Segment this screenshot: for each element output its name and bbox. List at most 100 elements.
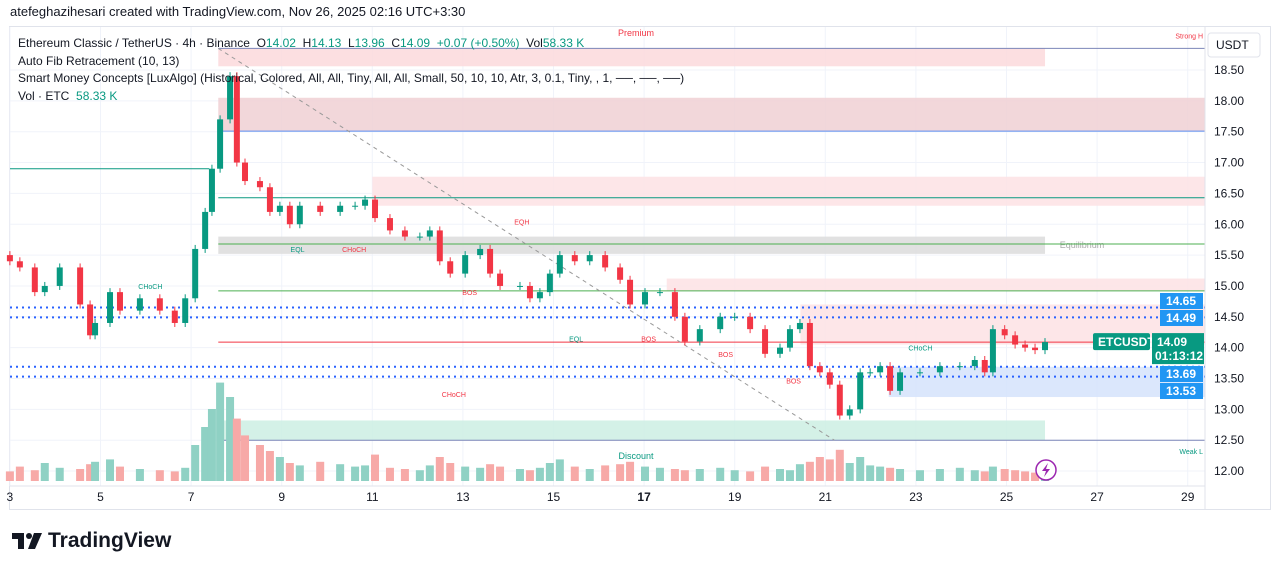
discount-zone <box>218 420 1046 441</box>
volume-bar <box>845 463 854 481</box>
candles <box>6 72 1049 420</box>
price-tick: 14.00 <box>1214 341 1244 355</box>
candle-body <box>806 322 813 367</box>
tradingview-logo[interactable]: TradingView <box>12 529 171 553</box>
candle-body <box>362 199 369 206</box>
volume-bar <box>776 469 784 481</box>
premium-zone-label: Premium <box>618 28 654 38</box>
price-tick: 17.00 <box>1214 156 1244 170</box>
candle-body <box>816 366 823 373</box>
volume-bar <box>316 461 325 481</box>
indicator-volume-label: Vol · ETC <box>18 88 70 103</box>
candle-body <box>1012 335 1019 345</box>
smc-label: EQL <box>291 247 305 254</box>
volume-bar <box>265 451 274 481</box>
candle-body <box>6 255 13 262</box>
price-tag: 14.65 <box>1166 294 1196 308</box>
time-tick: 15 <box>547 490 561 504</box>
candle-body <box>192 248 199 299</box>
volume-bar <box>400 469 409 481</box>
vol-value: 58.33 K <box>542 36 585 50</box>
volume-bar <box>5 471 14 481</box>
volume-bar <box>716 467 725 481</box>
indicator-volume[interactable]: Vol · ETC 58.33 K <box>18 88 684 106</box>
volume-bar <box>988 466 997 481</box>
last-price: 14.09 <box>1157 335 1187 349</box>
volume-bar <box>496 466 505 481</box>
candle-body <box>256 181 263 188</box>
price-tick: 14.50 <box>1214 310 1244 324</box>
time-tick: 27 <box>1090 490 1104 504</box>
candle-body <box>936 366 943 373</box>
volume-bar <box>181 467 190 481</box>
price-tick: 15.00 <box>1214 279 1244 293</box>
change-value: +0.07 (+0.50%) <box>436 36 520 50</box>
symbol-tag-bg <box>1093 333 1150 351</box>
candle-body <box>642 292 649 305</box>
smc-label: BOS <box>462 290 477 297</box>
volume-bar <box>255 445 264 481</box>
volume-bar <box>935 469 944 481</box>
volume-bar <box>886 467 895 481</box>
time-tick: 5 <box>97 490 104 504</box>
symbol-tag: ETCUSDT <box>1098 335 1155 349</box>
bar-countdown: 01:13:12 <box>1155 349 1203 363</box>
smc-label: EQH <box>514 219 529 226</box>
indicator-fib[interactable]: Auto Fib Retracement (10, 13) <box>18 53 180 68</box>
volume-bar <box>191 445 200 481</box>
symbol-name[interactable]: Ethereum Classic / TetherUS · 4h · Binan… <box>18 36 250 50</box>
price-tag-bg <box>1160 366 1203 382</box>
candle-body <box>731 316 738 318</box>
volume-bar <box>115 466 124 481</box>
candle-body <box>92 322 99 336</box>
currency-button[interactable] <box>1207 32 1261 58</box>
candle-body <box>462 255 469 274</box>
volume-bar <box>955 467 964 481</box>
indicator-smc[interactable]: Smart Money Concepts [LuxAlgo] (Historic… <box>18 71 685 85</box>
candle-body <box>971 359 978 367</box>
volume-bars <box>5 382 1050 481</box>
time-tick: 23 <box>909 490 923 504</box>
volume-bar <box>856 457 865 481</box>
lightning-icon[interactable] <box>1035 459 1057 481</box>
smc-label: BOS <box>786 378 801 385</box>
volume-bar <box>476 467 485 481</box>
candle-body <box>796 322 803 330</box>
volume-bar <box>825 459 834 481</box>
candle-body <box>266 187 273 212</box>
candle-body <box>1042 342 1049 351</box>
price-tick: 12.00 <box>1214 464 1244 478</box>
candle-body <box>762 329 769 354</box>
candle-body <box>171 310 178 323</box>
price-tag: 13.53 <box>1166 384 1196 398</box>
price-tick: 16.50 <box>1214 186 1244 200</box>
volume-bar <box>461 466 470 481</box>
volume-bar <box>435 457 444 481</box>
candle-body <box>656 292 663 294</box>
open-label: O <box>256 36 266 50</box>
time-tick: 25 <box>1000 490 1014 504</box>
candle-body <box>41 285 48 293</box>
discount-zone-label: Discount <box>618 451 654 461</box>
volume-bar <box>970 470 979 481</box>
candle-body <box>296 205 303 225</box>
smc-label: CHoCH <box>342 247 366 254</box>
candle-body <box>436 230 443 262</box>
currency-label: USDT <box>1216 38 1249 52</box>
volume-bar <box>361 465 370 481</box>
volume-bar <box>371 454 380 481</box>
candle-body <box>116 292 123 311</box>
low-label: L <box>347 36 355 50</box>
candle-body <box>477 248 484 256</box>
candle-body <box>217 119 224 169</box>
candle-body <box>352 205 359 207</box>
vol-label: Vol <box>526 36 543 50</box>
volume-bar <box>680 470 689 481</box>
candle-body <box>87 304 94 336</box>
volume-bar <box>86 464 95 481</box>
volume-bar <box>815 457 824 481</box>
volume-bar <box>486 464 495 481</box>
volume-bar <box>55 467 64 481</box>
